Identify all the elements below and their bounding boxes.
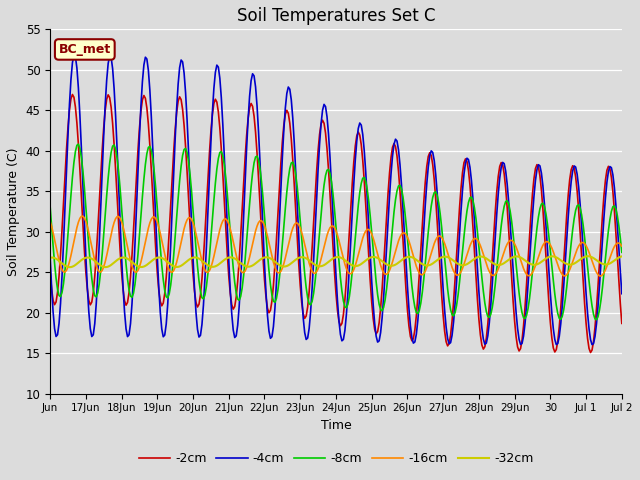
-32cm: [428, 262, 435, 267]
-8cm: [618, 250, 626, 255]
-2cm: [618, 321, 626, 326]
-8cm: [283, 189, 291, 195]
X-axis label: Time: Time: [321, 419, 351, 432]
-16cm: [60, 269, 67, 275]
Title: Soil Temperatures Set C: Soil Temperatures Set C: [237, 7, 435, 25]
-32cm: [283, 263, 291, 269]
-2cm: [68, 92, 76, 97]
-4cm: [46, 253, 54, 259]
-16cm: [428, 250, 435, 256]
-8cm: [46, 203, 54, 209]
-32cm: [99, 264, 106, 269]
Line: -32cm: -32cm: [50, 256, 622, 267]
Line: -8cm: -8cm: [50, 144, 622, 320]
-32cm: [584, 253, 591, 259]
-4cm: [445, 341, 453, 347]
-32cm: [618, 253, 626, 259]
-32cm: [60, 262, 67, 267]
-16cm: [597, 273, 605, 279]
-8cm: [99, 251, 106, 257]
Line: -2cm: -2cm: [50, 95, 622, 352]
-16cm: [350, 267, 358, 273]
-32cm: [66, 264, 74, 270]
-2cm: [60, 200, 67, 206]
-2cm: [587, 349, 595, 355]
-16cm: [99, 267, 106, 273]
-8cm: [350, 252, 358, 257]
-8cm: [445, 298, 453, 304]
Legend: -2cm, -4cm, -8cm, -16cm, -32cm: -2cm, -4cm, -8cm, -16cm, -32cm: [134, 447, 538, 470]
-8cm: [60, 281, 67, 287]
-4cm: [99, 168, 106, 174]
-8cm: [428, 203, 435, 209]
-16cm: [283, 249, 291, 254]
-16cm: [79, 213, 86, 219]
Y-axis label: Soil Temperature (C): Soil Temperature (C): [7, 147, 20, 276]
-4cm: [60, 240, 67, 246]
Line: -4cm: -4cm: [50, 55, 622, 345]
-16cm: [618, 243, 626, 249]
-4cm: [428, 148, 435, 154]
-2cm: [283, 108, 291, 113]
-4cm: [350, 180, 358, 186]
-16cm: [445, 255, 453, 261]
-32cm: [445, 255, 453, 261]
-2cm: [350, 159, 358, 165]
-2cm: [445, 341, 453, 347]
-2cm: [428, 153, 435, 158]
Line: -16cm: -16cm: [50, 216, 622, 276]
-4cm: [283, 91, 291, 96]
-4cm: [588, 342, 596, 348]
-8cm: [593, 317, 600, 323]
-2cm: [46, 269, 54, 275]
Text: BC_met: BC_met: [59, 43, 111, 56]
-16cm: [46, 218, 54, 224]
-4cm: [70, 52, 77, 58]
-4cm: [618, 291, 626, 297]
-2cm: [99, 147, 106, 153]
-32cm: [46, 255, 54, 261]
-8cm: [74, 141, 82, 147]
-32cm: [350, 263, 358, 269]
